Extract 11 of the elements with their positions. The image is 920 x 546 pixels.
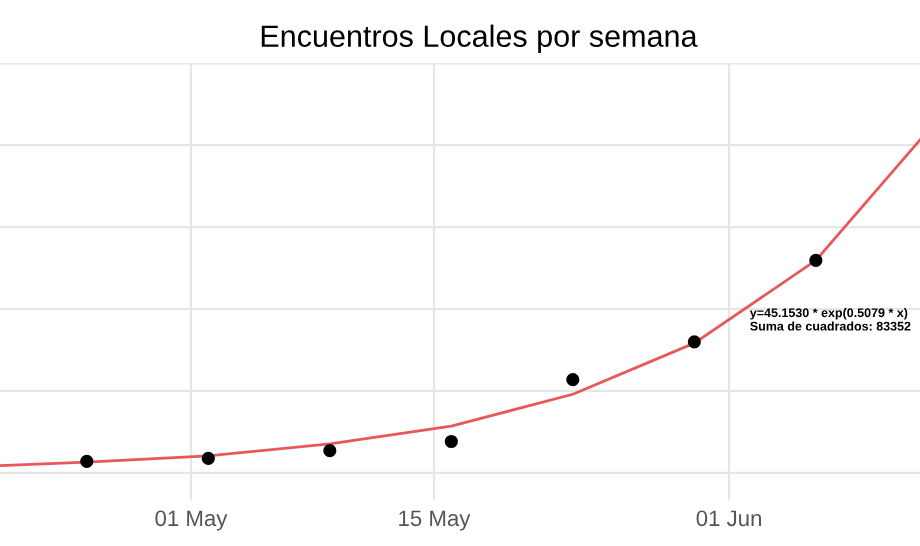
chart-title: Encuentros Locales por semana [261,24,698,54]
x-tick-label: 15 May [399,510,471,531]
point [566,373,580,387]
point [323,444,337,458]
point [80,454,94,468]
point [687,335,701,349]
x-tick-label: 01 May [155,510,228,531]
point [444,434,458,449]
point [809,253,823,267]
point [201,451,215,466]
x-tick-label: 01 Jun [696,510,761,527]
